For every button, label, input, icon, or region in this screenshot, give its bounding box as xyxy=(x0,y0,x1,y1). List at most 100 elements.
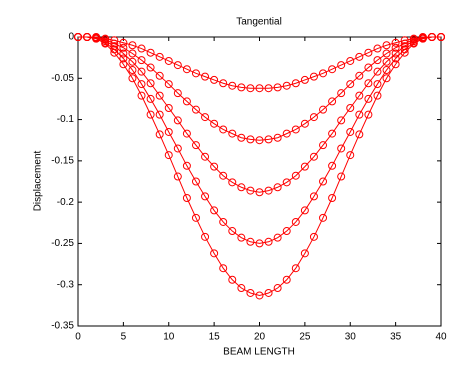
data-point xyxy=(328,194,337,203)
x-tick-label: 0 xyxy=(75,332,81,343)
data-point xyxy=(246,135,255,144)
x-tick-label: 30 xyxy=(345,332,357,343)
data-point xyxy=(164,80,173,89)
data-point xyxy=(273,183,282,192)
data-point xyxy=(273,284,282,293)
data-point xyxy=(282,178,291,187)
data-point xyxy=(210,162,219,171)
series-line xyxy=(78,36,441,296)
data-point xyxy=(373,80,382,89)
data-point xyxy=(255,136,264,145)
data-point xyxy=(128,41,137,50)
y-tick-label: -0.25 xyxy=(51,238,74,249)
data-point xyxy=(319,69,328,78)
data-point xyxy=(328,129,337,138)
data-point xyxy=(373,67,382,76)
data-point xyxy=(264,135,273,144)
data-point xyxy=(246,84,255,93)
data-point xyxy=(191,105,200,114)
data-point xyxy=(382,49,391,58)
series-line xyxy=(78,36,441,244)
data-point xyxy=(74,33,82,41)
data-point xyxy=(309,232,318,241)
data-point xyxy=(364,63,373,72)
data-point xyxy=(328,65,337,74)
data-point xyxy=(273,233,282,242)
data-point xyxy=(291,125,300,134)
data-point xyxy=(346,56,355,65)
data-point xyxy=(128,66,137,75)
data-point xyxy=(92,34,101,43)
data-point xyxy=(364,48,373,57)
data-point xyxy=(155,91,164,100)
data-point xyxy=(182,194,191,203)
data-point xyxy=(228,227,237,236)
y-tick-label: -0.35 xyxy=(51,321,74,332)
data-point xyxy=(255,291,264,300)
data-point xyxy=(382,41,391,50)
data-point xyxy=(137,44,146,53)
data-point xyxy=(273,133,282,142)
data-point xyxy=(155,110,164,119)
data-point xyxy=(137,91,146,100)
x-tick-label: 10 xyxy=(163,332,175,343)
data-point xyxy=(246,237,255,246)
x-tick-label: 40 xyxy=(435,332,447,343)
data-point xyxy=(246,288,255,297)
data-point xyxy=(237,284,246,293)
x-tick-label: 15 xyxy=(209,332,221,343)
data-point xyxy=(246,186,255,195)
data-point xyxy=(119,38,128,47)
data-point xyxy=(373,44,382,53)
data-point xyxy=(391,54,400,63)
data-point xyxy=(346,80,355,89)
data-point xyxy=(282,227,291,236)
data-point xyxy=(210,206,219,215)
data-point xyxy=(418,34,427,43)
data-point xyxy=(427,33,436,41)
data-point xyxy=(119,54,128,63)
data-point xyxy=(173,144,182,153)
data-point xyxy=(83,33,92,41)
data-point xyxy=(191,177,200,186)
data-point xyxy=(173,116,182,125)
data-point xyxy=(346,104,355,113)
data-point xyxy=(228,275,237,284)
data-point xyxy=(319,177,328,186)
data-point xyxy=(282,129,291,138)
data-point xyxy=(128,49,137,58)
data-point xyxy=(137,80,146,89)
data-point xyxy=(119,60,128,69)
data-point xyxy=(319,141,328,150)
data-point xyxy=(219,125,228,134)
data-point xyxy=(337,116,346,125)
data-point xyxy=(409,39,418,48)
y-tick-label: -0.05 xyxy=(51,73,74,84)
data-point xyxy=(191,213,200,222)
data-point xyxy=(391,60,400,69)
data-point xyxy=(309,72,318,81)
data-point xyxy=(155,52,164,61)
data-point xyxy=(219,79,228,88)
data-point xyxy=(255,188,264,197)
series-line xyxy=(78,36,441,193)
data-point xyxy=(182,97,191,106)
x-axis-label: BEAM LENGTH xyxy=(223,347,295,358)
data-point xyxy=(201,152,210,161)
data-point xyxy=(400,48,409,57)
data-point xyxy=(228,129,237,138)
data-point xyxy=(291,171,300,180)
data-point xyxy=(128,57,137,66)
data-point xyxy=(255,239,264,248)
data-point xyxy=(391,43,400,52)
data-point xyxy=(101,39,110,48)
data-point xyxy=(182,65,191,74)
data-point xyxy=(264,84,273,93)
y-tick-label: -0.1 xyxy=(57,114,75,125)
x-tick-label: 20 xyxy=(254,332,266,343)
data-point xyxy=(291,264,300,273)
data-point xyxy=(373,91,382,100)
data-point xyxy=(437,33,445,41)
data-point xyxy=(182,161,191,170)
